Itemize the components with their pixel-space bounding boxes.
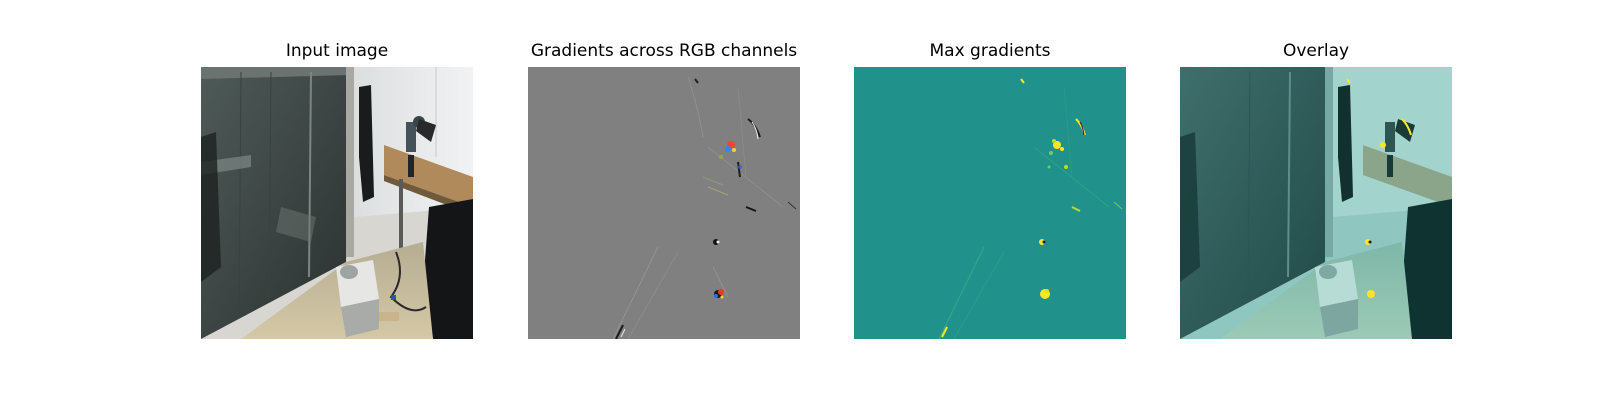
input-image [201,67,473,339]
panel-title-input-image: Input image [285,41,389,61]
overlay-image [1180,67,1452,339]
max-gradients-image [854,67,1126,339]
gradients-rgb-image [528,67,800,339]
panel-title-gradients-rgb: Gradients across RGB channels [530,41,798,61]
panel-title-overlay: Overlay [1282,41,1350,61]
panel-title-max-gradients: Max gradients [929,41,1051,61]
